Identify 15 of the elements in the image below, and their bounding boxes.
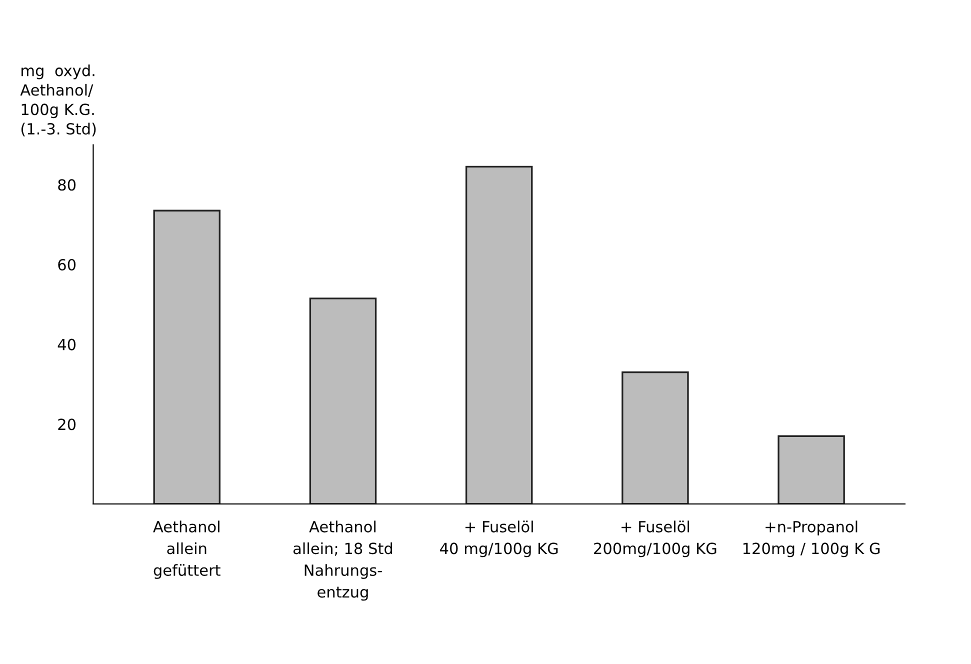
bar [778, 435, 845, 504]
bar [309, 298, 377, 504]
bar [153, 210, 220, 504]
x-tick-label: Aethanol allein; 18 Std Nahrungs- entzug [293, 520, 392, 601]
bar [465, 166, 533, 504]
y-tick-label: 20 [58, 418, 76, 430]
y-tick-label: 40 [58, 338, 76, 350]
y-axis-title: mg oxyd. Aethanol/ 100g K.G. (1.-3. Std) [20, 64, 96, 136]
bar [622, 371, 689, 504]
x-tick-label: + Fuselöl 40 mg/100g KG [440, 520, 558, 558]
x-tick-label: +n-Propanol 120mg / 100g K G [743, 520, 880, 558]
x-tick-label: + Fuselöl 200mg/100g KG [594, 520, 716, 558]
y-tick-label: 60 [58, 258, 76, 271]
y-tick-label: 80 [58, 179, 76, 191]
x-tick-label: Aethanol allein gefüttert [153, 520, 220, 579]
